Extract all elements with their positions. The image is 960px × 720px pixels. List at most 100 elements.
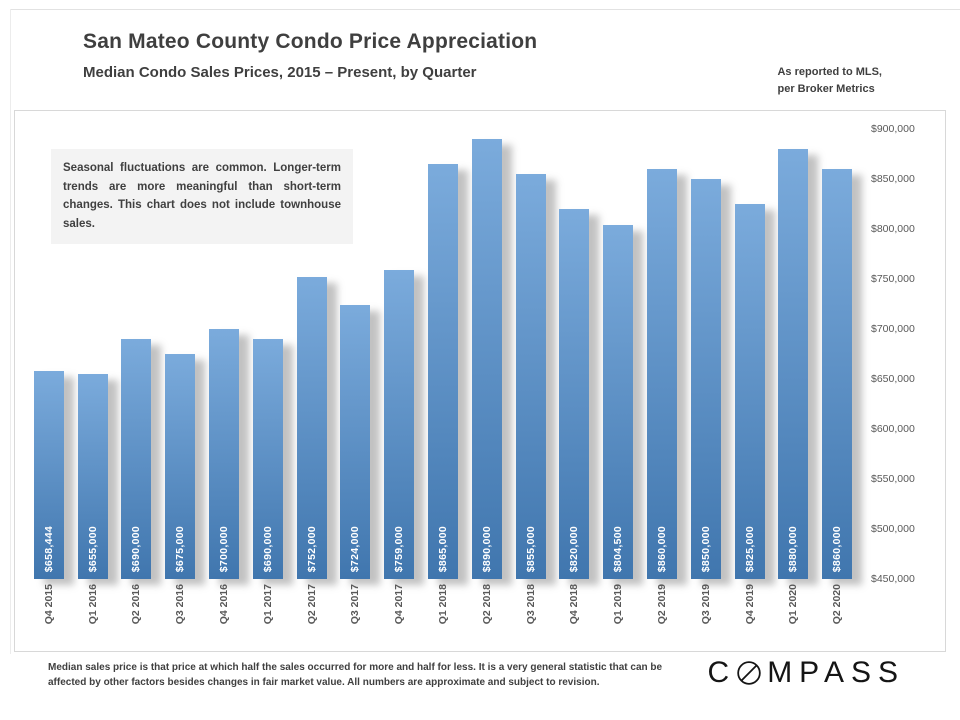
bar-value-label: $825,000 [743, 525, 756, 572]
bar-slot: $658,444 [27, 129, 71, 579]
logo-letters-mpass: MPASS [767, 656, 905, 689]
bar-value-label: $820,000 [568, 525, 581, 572]
bar: $700,000 [209, 328, 240, 579]
bar: $820,000 [559, 209, 590, 579]
y-axis-labels: $900,000 $850,000 $800,000 $750,000 $700,000… [859, 123, 945, 585]
category-slot: Q4 2017 [377, 579, 421, 641]
category-label: Q1 2019 [612, 584, 625, 625]
bar-value-label: $855,000 [524, 525, 537, 572]
bar-value-label: $700,000 [218, 525, 231, 572]
category-slot: Q3 2016 [158, 579, 202, 641]
bar-slot: $759,000 [377, 129, 421, 579]
category-label: Q1 2016 [86, 584, 99, 625]
y-tick-label: $800,000 [871, 222, 915, 235]
bar-slot: $700,000 [202, 129, 246, 579]
source-note-line1: As reported to MLS, [777, 66, 882, 78]
bar-value-label: $890,000 [480, 525, 493, 572]
compass-needle-icon [737, 661, 761, 685]
bar-slot: $804,500 [596, 129, 640, 579]
category-slot: Q2 2018 [465, 579, 509, 641]
bar-slot: $880,000 [772, 129, 816, 579]
category-slot: Q3 2017 [334, 579, 378, 641]
category-slot: Q2 2020 [815, 579, 859, 641]
bar-slot: $820,000 [553, 129, 597, 579]
y-tick-label: $650,000 [871, 373, 915, 386]
category-label: Q2 2017 [305, 584, 318, 625]
compass-logo: C MPASS [708, 656, 905, 690]
bar-slot: $825,000 [728, 129, 772, 579]
bar-slot: $890,000 [465, 129, 509, 579]
category-label: Q4 2019 [743, 584, 756, 625]
source-note-line2: per Broker Metrics [777, 82, 875, 95]
category-slot: Q4 2019 [728, 579, 772, 641]
source-note: As reported to MLS, per Broker Metrics [777, 64, 882, 97]
category-label: Q4 2015 [42, 584, 55, 625]
bar: $825,000 [734, 204, 765, 579]
y-tick-label: $450,000 [871, 573, 915, 585]
bar: $860,000 [647, 169, 678, 579]
category-slot: Q4 2016 [202, 579, 246, 641]
category-slot: Q3 2018 [509, 579, 553, 641]
bar: $860,000 [822, 169, 853, 579]
y-tick-label: $600,000 [871, 423, 915, 435]
bar: $890,000 [471, 139, 502, 579]
bar-value-label: $752,000 [305, 525, 318, 572]
y-tick-label: $900,000 [871, 123, 915, 135]
category-label: Q2 2016 [130, 584, 143, 625]
category-label: Q3 2019 [699, 584, 712, 625]
bar: $850,000 [690, 179, 721, 579]
bar-value-label: $658,444 [42, 525, 55, 572]
bar: $880,000 [778, 148, 809, 579]
bar: $675,000 [165, 354, 196, 579]
category-label: Q2 2019 [656, 584, 669, 625]
page-title: San Mateo County Condo Price Appreciatio… [83, 30, 538, 53]
bar-slot: $655,000 [71, 129, 115, 579]
logo-letter-c: C [707, 656, 737, 689]
bar-value-label: $860,000 [831, 525, 844, 572]
category-slot: Q4 2015 [27, 579, 71, 641]
category-slot: Q1 2018 [421, 579, 465, 641]
bars-row: $658,444 $655,000 $690,000 $675,000 $700,000… [27, 129, 859, 579]
bar: $690,000 [121, 339, 152, 579]
category-label: Q2 2018 [480, 584, 493, 625]
category-label: Q4 2016 [218, 584, 231, 625]
chart-frame: Seasonal fluctuations are common. Longer… [14, 110, 946, 652]
bar-slot: $865,000 [421, 129, 465, 579]
bar-value-label: $690,000 [261, 525, 274, 572]
category-slot: Q1 2017 [246, 579, 290, 641]
y-tick-label: $500,000 [871, 523, 915, 535]
category-label: Q1 2020 [787, 584, 800, 625]
categories-row: Q4 2015 Q1 2016 Q2 2016 Q3 2016 Q4 2016 Q1 20… [27, 579, 859, 641]
category-slot: Q4 2018 [553, 579, 597, 641]
footnote: Median sales price is that price at whic… [48, 662, 663, 688]
category-slot: Q2 2016 [115, 579, 159, 641]
bar-slot: $860,000 [815, 129, 859, 579]
bar: $658,444 [33, 370, 64, 579]
bar-value-label: $655,000 [86, 525, 99, 572]
bar-value-label: $690,000 [130, 525, 143, 572]
plot-area: $658,444 $655,000 $690,000 $675,000 $700,000… [27, 129, 859, 641]
y-tick-label: $850,000 [871, 172, 915, 185]
category-label: Q1 2017 [261, 584, 274, 625]
bar-value-label: $759,000 [393, 525, 406, 572]
slide-left-edge [10, 9, 11, 654]
bar: $855,000 [515, 174, 546, 579]
bar: $724,000 [340, 305, 371, 579]
bar-slot: $675,000 [158, 129, 202, 579]
page-subtitle: Median Condo Sales Prices, 2015 – Presen… [83, 64, 477, 81]
category-label: Q2 2020 [831, 584, 844, 625]
bar-slot: $690,000 [115, 129, 159, 579]
slide-top-edge [10, 9, 960, 10]
bar: $752,000 [296, 277, 327, 579]
bar-slot: $855,000 [509, 129, 553, 579]
bar-slot: $690,000 [246, 129, 290, 579]
bar-value-label: $880,000 [787, 525, 800, 572]
bar-value-label: $724,000 [349, 525, 362, 572]
bar: $865,000 [428, 164, 459, 579]
bar-value-label: $850,000 [699, 525, 712, 572]
category-label: Q3 2018 [524, 584, 537, 625]
category-slot: Q1 2020 [772, 579, 816, 641]
bar-value-label: $804,500 [612, 525, 625, 572]
bar: $804,500 [603, 224, 634, 579]
category-label: Q3 2017 [349, 584, 362, 625]
